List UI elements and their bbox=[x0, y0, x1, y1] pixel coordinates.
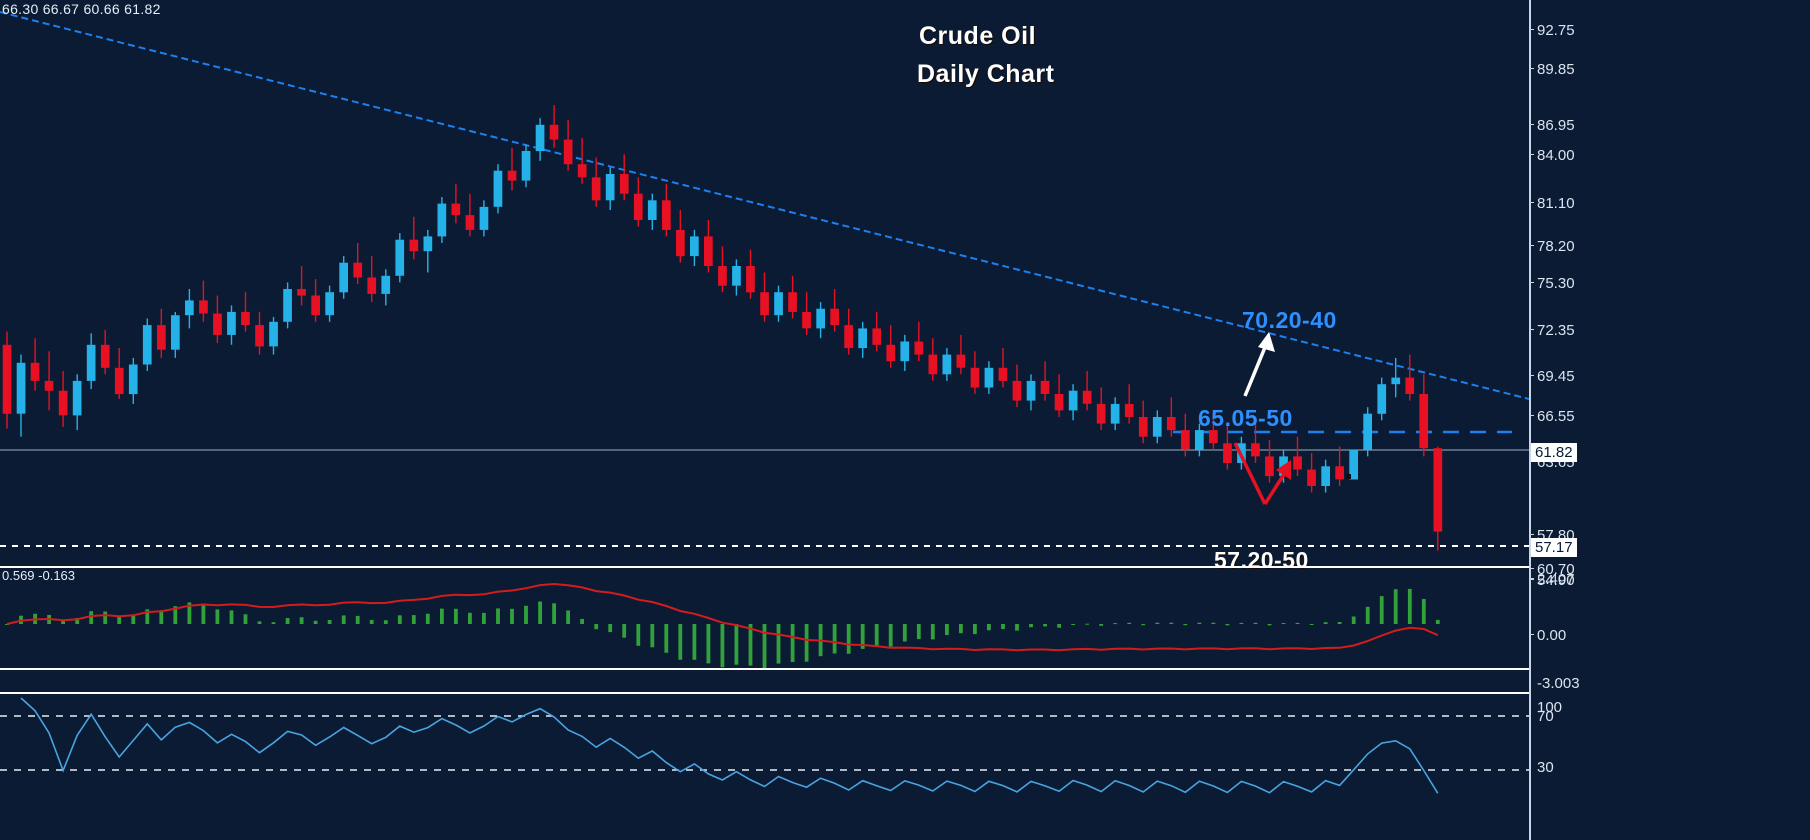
macd-svg bbox=[5, 582, 1440, 668]
axis-tick-2: 86.95 bbox=[1529, 117, 1575, 134]
rsi-tick-label: 30 bbox=[1537, 759, 1554, 776]
macd-tick-label: -3.003 bbox=[1537, 675, 1580, 692]
axis-tick-label: 92.75 bbox=[1537, 22, 1575, 39]
ohlc-readout: 66.30 66.67 60.66 61.82 bbox=[2, 1, 161, 17]
axis-tick-0: 92.75 bbox=[1529, 22, 1575, 39]
chart-title-line1: Crude Oil bbox=[919, 22, 1037, 50]
price-candlestick-svg bbox=[0, 11, 1529, 551]
axis-tick-label: 81.10 bbox=[1537, 195, 1575, 212]
axis-tick-3: 84.00 bbox=[1529, 147, 1575, 164]
axis-tick-9: 66.55 bbox=[1529, 408, 1575, 425]
rsi-tick-2: 30 bbox=[1537, 760, 1554, 775]
alert-price-tag: 57.17 bbox=[1531, 538, 1577, 557]
macd-tick-label: 0.00 bbox=[1537, 627, 1567, 644]
price-panel[interactable]: 66.30 66.67 60.66 61.82 Crude Oil Daily … bbox=[0, 0, 1529, 840]
rsi-svg bbox=[0, 697, 1529, 794]
macd-panel[interactable]: 0.569 -0.163 bbox=[0, 568, 1529, 668]
rsi-tick-label: 70 bbox=[1537, 708, 1554, 725]
candlestick-series bbox=[2, 105, 1443, 551]
chart-title-line2: Daily Chart bbox=[917, 60, 1055, 88]
macd-tick-label: 2.407 bbox=[1537, 571, 1575, 588]
macd-panel-bottom-border bbox=[0, 668, 1529, 670]
bullish-arrow-icon bbox=[1243, 332, 1275, 397]
macd-tick-0: 2.407 bbox=[1529, 571, 1575, 588]
axis-tick-13: 54.90 bbox=[1529, 572, 1575, 589]
axis-tick-label: 78.20 bbox=[1537, 238, 1575, 255]
last-price-tag: 61.82 bbox=[1531, 443, 1577, 462]
axis-tick-4: 81.10 bbox=[1529, 195, 1575, 212]
axis-tick-label: 72.35 bbox=[1537, 322, 1575, 339]
axis-tick-8: 69.45 bbox=[1529, 368, 1575, 385]
axis-tick-label: 86.95 bbox=[1537, 117, 1575, 134]
descending-trendline bbox=[0, 11, 1529, 400]
axis-tick-label: 54.90 bbox=[1537, 572, 1575, 589]
macd-tick-2: -3.003 bbox=[1537, 676, 1580, 691]
axis-tick-label: 60.70 bbox=[1537, 561, 1575, 578]
rsi-tick-0: 100 bbox=[1537, 700, 1562, 715]
rsi-line bbox=[20, 697, 1439, 794]
macd-histogram bbox=[5, 588, 1440, 668]
axis-tick-label: 66.55 bbox=[1537, 408, 1575, 425]
axis-tick-11: 60.70 bbox=[1529, 561, 1575, 578]
axis-tick-5: 78.20 bbox=[1529, 238, 1575, 255]
bearish-arrow-icon bbox=[1233, 442, 1291, 505]
axis-tick-label: 84.00 bbox=[1537, 147, 1575, 164]
axis-tick-7: 72.35 bbox=[1529, 322, 1575, 339]
axis-tick-label: 69.45 bbox=[1537, 368, 1575, 385]
macd-panel-top-border bbox=[0, 566, 1529, 568]
resistance-label: 70.20-40 bbox=[1242, 307, 1337, 333]
axis-tick-label: 75.30 bbox=[1537, 275, 1575, 292]
price-axis[interactable]: 92.75 89.85 86.95 84.00 81.10 78.20 75.3… bbox=[1529, 0, 1810, 840]
rsi-tick-1: 70 bbox=[1537, 709, 1554, 724]
macd-values: 0.569 -0.163 bbox=[2, 568, 76, 583]
axis-vertical-line bbox=[1529, 0, 1531, 840]
rsi-tick-label: 100 bbox=[1537, 699, 1563, 716]
support-label: 65.05-50 bbox=[1198, 405, 1293, 431]
target-label: 57.20-50 bbox=[1214, 547, 1309, 573]
macd-tick-1: 0.00 bbox=[1529, 627, 1567, 644]
rsi-panel[interactable] bbox=[0, 694, 1529, 840]
stray-pixel-mark bbox=[1346, 474, 1351, 479]
macd-signal-line bbox=[6, 582, 1439, 652]
axis-tick-label: 89.85 bbox=[1537, 61, 1575, 78]
axis-tick-6: 75.30 bbox=[1529, 275, 1575, 292]
axis-tick-1: 89.85 bbox=[1529, 61, 1575, 78]
rsi-panel-top-border bbox=[0, 692, 1529, 694]
